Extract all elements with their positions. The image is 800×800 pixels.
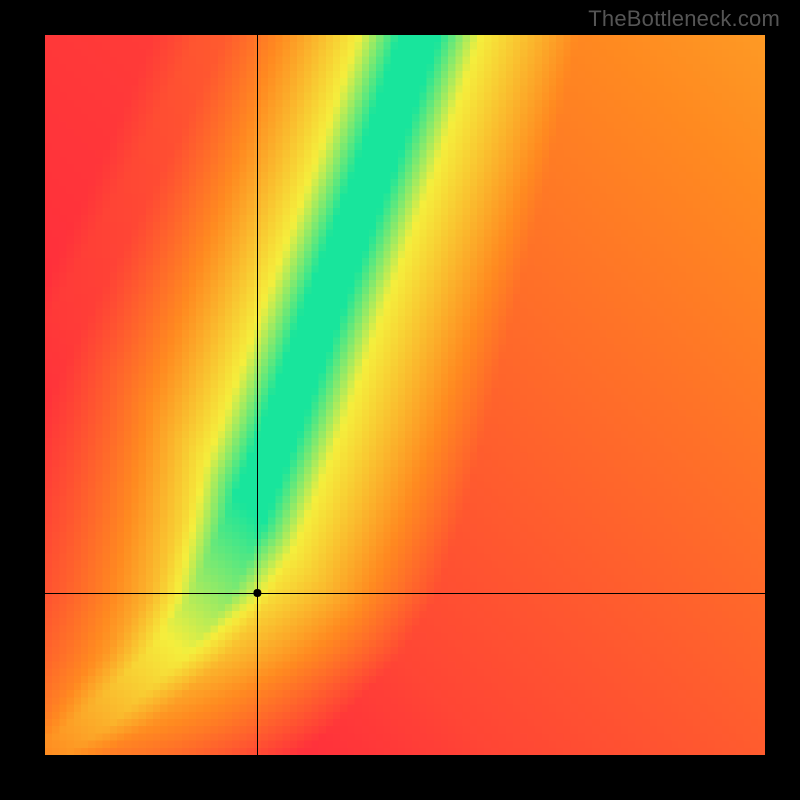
watermark-text: TheBottleneck.com [588,6,780,32]
root: TheBottleneck.com [0,0,800,800]
crosshair-overlay [45,35,765,755]
